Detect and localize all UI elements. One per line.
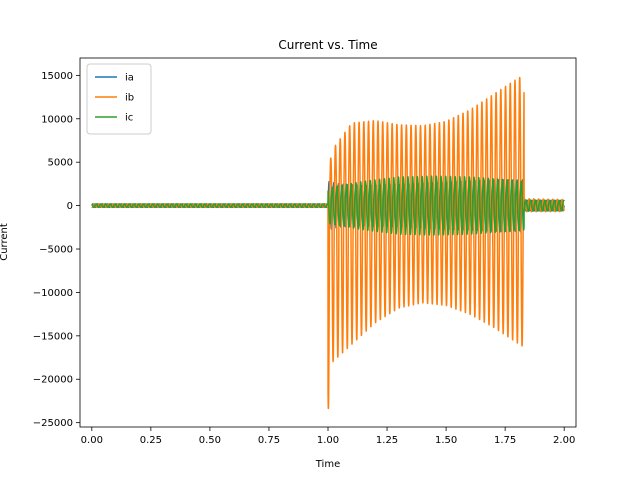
legend-label-ia: ia	[125, 73, 134, 84]
y-tick-label: −5000	[39, 245, 73, 256]
y-axis: −25000 −20000 −15000 −10000 −5000 0 5000 10000 1…	[33, 71, 80, 429]
chart-title: Current vs. Time	[278, 38, 377, 52]
y-tick-label: −20000	[33, 375, 73, 386]
series-layer	[91, 76, 565, 410]
x-tick-label: 0.50	[199, 435, 221, 446]
x-tick-label: 1.25	[376, 435, 398, 446]
legend-box	[86, 63, 152, 135]
y-tick-label: −25000	[33, 418, 73, 429]
legend-label-ib: ib	[125, 93, 134, 104]
x-tick-label: 1.75	[494, 435, 516, 446]
x-axis-label: Time	[315, 459, 340, 470]
y-tick-label: −15000	[33, 331, 73, 342]
y-tick-label: 5000	[48, 158, 73, 169]
x-tick-label: 0.25	[140, 435, 162, 446]
y-axis-label: Current	[0, 223, 10, 261]
x-tick-label: 0.00	[81, 435, 103, 446]
legend: ia ib ic	[86, 63, 152, 135]
x-axis: 0.00 0.25 0.50 0.75 1.00 1.25 1.50 1.75 2.00	[81, 427, 575, 446]
y-tick-label: 15000	[41, 71, 73, 82]
legend-label-ic: ic	[125, 113, 133, 124]
x-tick-label: 0.75	[258, 435, 280, 446]
y-tick-label: −10000	[33, 288, 73, 299]
y-tick-label: 10000	[41, 114, 73, 125]
x-tick-label: 1.50	[435, 435, 457, 446]
series-line-ic	[91, 175, 565, 236]
x-tick-label: 1.00	[317, 435, 339, 446]
x-tick-label: 2.00	[553, 435, 575, 446]
y-tick-label: 0	[67, 201, 73, 212]
